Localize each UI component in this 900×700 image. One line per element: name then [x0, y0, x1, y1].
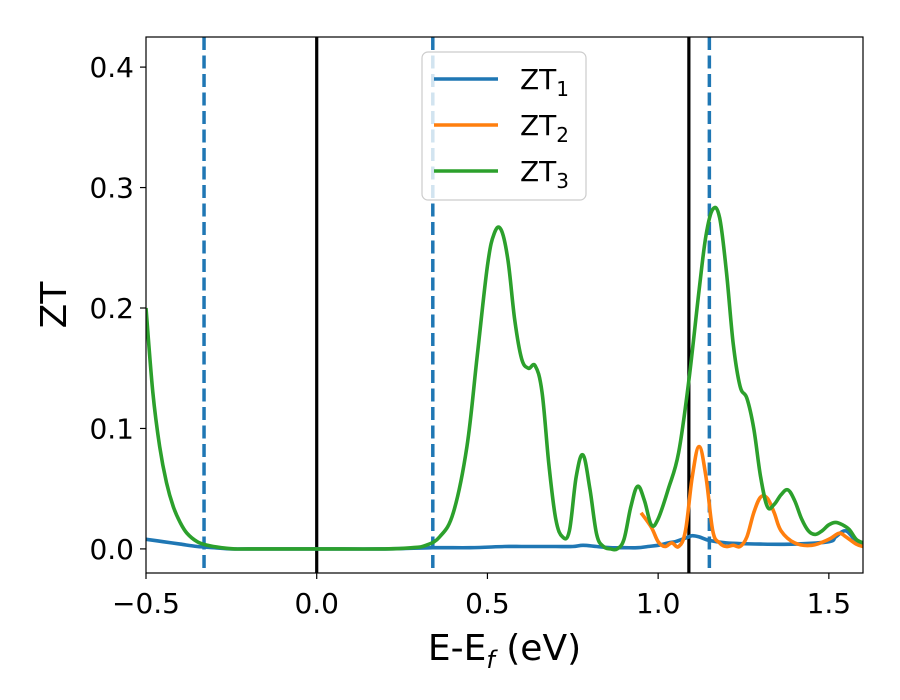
reference-lines	[202, 37, 712, 573]
series-line-3	[146, 205, 863, 552]
legend-frame	[421, 51, 587, 201]
legend-label-3: ZT3	[520, 155, 569, 193]
y-tick-label: 0.1	[89, 412, 134, 445]
x-tick-label: 1.0	[636, 587, 681, 620]
y-tick-label: 0.3	[89, 172, 134, 205]
series-line-1	[146, 528, 863, 551]
plot-frame	[145, 36, 864, 574]
y-tick-label: 0.2	[89, 292, 134, 325]
x-axis-label: E-Ef (eV)	[428, 628, 581, 674]
series-group	[146, 205, 863, 552]
y-axis: 0.0 0.1 0.2 0.3 0.4	[89, 51, 146, 566]
x-tick-label: 0.0	[294, 587, 339, 620]
y-axis-label: ZT	[34, 281, 75, 329]
legend-label-1: ZT1	[520, 63, 569, 101]
legend-label-2: ZT2	[520, 109, 569, 147]
legend: ZT1 ZT2 ZT3	[421, 51, 587, 201]
x-tick-label: −0.5	[112, 587, 180, 620]
x-tick-label: 1.5	[807, 587, 852, 620]
series-line-2	[639, 444, 863, 549]
y-tick-label: 0.0	[89, 533, 134, 566]
x-tick-label: 0.5	[465, 587, 510, 620]
x-axis: −0.5 0.0 0.5 1.0 1.5	[112, 573, 851, 620]
y-tick-label: 0.4	[89, 51, 134, 84]
